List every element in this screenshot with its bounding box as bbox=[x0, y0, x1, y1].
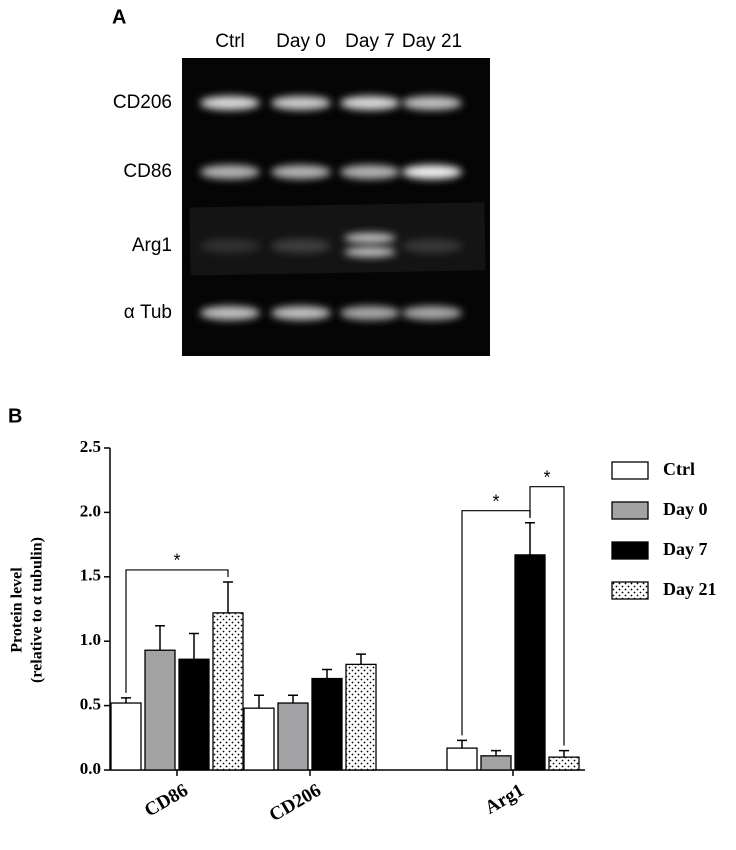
y-axis-label: (relative to α tubulin) bbox=[29, 537, 46, 683]
lane-label: Ctrl bbox=[215, 31, 245, 52]
error-bar bbox=[559, 749, 569, 758]
bar bbox=[514, 554, 546, 771]
band bbox=[402, 165, 462, 179]
band bbox=[271, 239, 331, 253]
lane-label: Day 0 bbox=[276, 31, 326, 52]
bar bbox=[212, 612, 244, 771]
blot-panel bbox=[182, 58, 490, 356]
legend-swatch bbox=[611, 461, 649, 480]
band bbox=[402, 306, 462, 320]
bar bbox=[144, 649, 176, 771]
legend-swatch bbox=[611, 501, 649, 520]
band bbox=[271, 306, 331, 320]
band bbox=[344, 247, 396, 257]
band bbox=[402, 239, 462, 253]
error-bar bbox=[254, 694, 264, 709]
row-label: Arg1 bbox=[132, 235, 172, 256]
error-bar bbox=[491, 749, 501, 756]
bar bbox=[243, 707, 275, 771]
row-label: CD86 bbox=[123, 161, 172, 182]
significance-bracket bbox=[529, 486, 565, 746]
panel-label: B bbox=[8, 405, 22, 427]
error-bar bbox=[121, 697, 131, 704]
band bbox=[200, 306, 260, 320]
error-bar bbox=[356, 653, 366, 665]
error-bar bbox=[223, 581, 233, 613]
y-tick-label: 1.5 bbox=[80, 566, 101, 585]
blot-strip bbox=[189, 202, 486, 276]
band bbox=[340, 306, 400, 320]
error-bar bbox=[525, 521, 535, 555]
y-tick-label: 0.5 bbox=[80, 695, 101, 714]
lane-label: Day 21 bbox=[402, 31, 462, 52]
significance-label: * bbox=[492, 491, 499, 511]
band bbox=[340, 165, 400, 179]
error-bar bbox=[288, 694, 298, 704]
significance-label: * bbox=[543, 467, 550, 487]
legend-swatch bbox=[611, 541, 649, 560]
band bbox=[271, 165, 331, 179]
bar bbox=[480, 755, 512, 771]
bar bbox=[548, 756, 580, 771]
x-tick-label: CD206 bbox=[266, 780, 325, 826]
bar-chart: 0.0 0.5 1.0 1.5 2.0 2.5 Protein level (relative… bbox=[9, 437, 717, 826]
bar bbox=[110, 702, 142, 771]
legend-label: Day 21 bbox=[663, 579, 717, 599]
x-tick-label: Arg1 bbox=[482, 780, 528, 819]
significance-bracket bbox=[125, 569, 229, 693]
y-tick-label: 1.0 bbox=[80, 630, 101, 649]
error-bar bbox=[189, 632, 199, 660]
panel-label: A bbox=[112, 6, 126, 28]
lane-label: Day 7 bbox=[345, 31, 395, 52]
y-tick-label: 2.5 bbox=[80, 437, 101, 456]
band bbox=[344, 233, 396, 243]
bar bbox=[311, 677, 343, 771]
x-tick-label: CD86 bbox=[141, 780, 192, 821]
bar bbox=[178, 658, 210, 771]
error-bar bbox=[457, 739, 467, 749]
bar bbox=[446, 747, 478, 771]
row-label: CD206 bbox=[113, 92, 172, 113]
y-tick-label: 0.0 bbox=[80, 759, 101, 778]
error-bar bbox=[322, 668, 332, 679]
band bbox=[271, 96, 331, 110]
legend-label: Day 0 bbox=[663, 499, 708, 519]
row-label: α Tub bbox=[124, 302, 172, 323]
legend-swatch bbox=[611, 581, 649, 600]
band bbox=[200, 165, 260, 179]
legend-label: Day 7 bbox=[663, 539, 708, 559]
band bbox=[200, 96, 260, 110]
error-bar bbox=[155, 624, 165, 651]
bar bbox=[277, 702, 309, 771]
legend-label: Ctrl bbox=[663, 459, 695, 479]
y-tick-label: 2.0 bbox=[80, 501, 101, 520]
significance-label: * bbox=[173, 551, 180, 571]
band bbox=[340, 96, 400, 110]
band bbox=[200, 239, 260, 253]
bar bbox=[345, 663, 377, 771]
y-axis-label: Protein level bbox=[9, 567, 26, 653]
band bbox=[402, 96, 462, 110]
